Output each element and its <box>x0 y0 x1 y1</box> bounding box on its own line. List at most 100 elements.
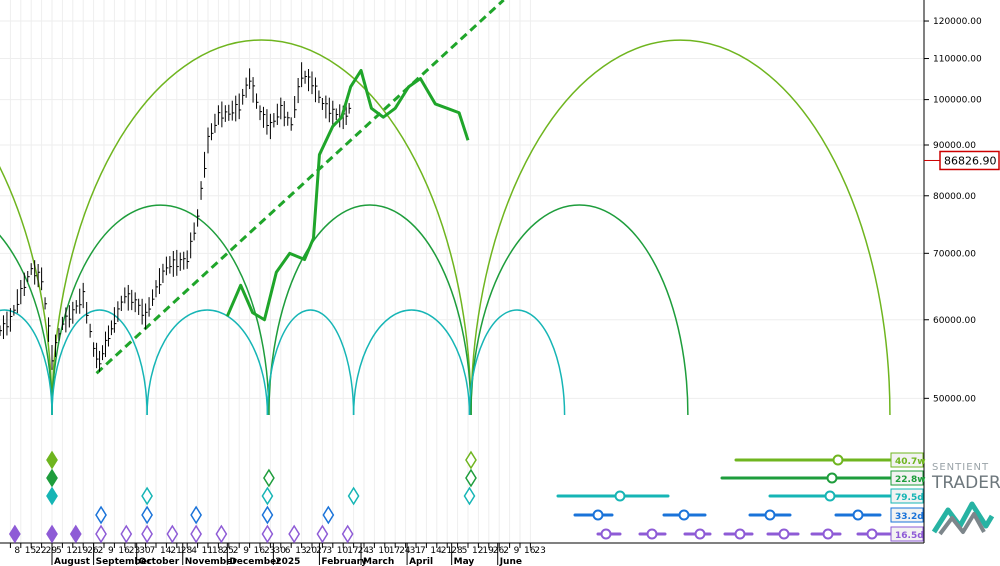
x-tick-label: 5 <box>56 546 62 556</box>
cycle-arc <box>0 234 53 416</box>
cycle-arc <box>0 166 53 416</box>
x-tick-label: 16 <box>254 546 266 556</box>
cycle-arc <box>268 204 472 416</box>
price-bars <box>0 62 352 372</box>
x-tick-label: 19 <box>77 546 89 556</box>
brand-logo: SENTIENT TRADER <box>928 460 1000 540</box>
legend-box <box>890 507 924 523</box>
trough-diamond <box>341 524 354 544</box>
x-tick-label: 24 <box>399 546 411 556</box>
y-tick-label: 80000.00 <box>933 192 976 202</box>
trough-diamond <box>463 486 476 506</box>
projection-line <box>225 68 470 322</box>
x-tick-label: 14 <box>430 546 442 556</box>
x-tick-label: 31 <box>410 546 421 556</box>
cycle-arc <box>51 309 148 416</box>
trough-diamond <box>46 468 58 488</box>
month-label: May <box>454 557 475 566</box>
x-tick-label: 28 <box>181 546 193 556</box>
x-tick-label: 13 <box>295 546 306 556</box>
phase-marker <box>832 454 844 466</box>
cycle-arc <box>470 39 891 416</box>
trough-diamond <box>46 486 58 506</box>
month-label: 2025 <box>275 557 300 566</box>
trough-diamond <box>288 524 301 544</box>
phase-marker <box>822 528 834 540</box>
trough-diamond <box>190 524 202 544</box>
trough-diamond <box>261 486 274 506</box>
trough-markers <box>8 450 477 544</box>
last-price-label: 86826.90 <box>944 154 997 167</box>
y-tick-label: 110000.00 <box>933 55 982 65</box>
legend-label: 16.5d <box>895 531 924 541</box>
legend-box <box>890 526 924 542</box>
x-tick-label: 19 <box>482 546 494 556</box>
cycle-arcs <box>0 39 891 416</box>
cycle-phase-bands: 40.7w 22.8w 79.5d 33.2d 16.5d <box>556 452 926 542</box>
x-tick-label: 21 <box>170 546 181 556</box>
x-tick-label: 14 <box>160 546 172 556</box>
month-label: February <box>321 557 367 566</box>
phase-marker <box>694 528 706 540</box>
brand-line1: SENTIENT <box>932 462 990 473</box>
x-tick-label: 10 <box>378 546 390 556</box>
legend-label: 22.8w <box>895 475 926 485</box>
cycle-arc <box>0 309 53 416</box>
x-tick-label: 22 <box>35 546 46 556</box>
x-tick-label: 9 <box>514 546 520 556</box>
x-tick-label: 9 <box>243 546 249 556</box>
phase-marker <box>866 528 878 540</box>
legend-box <box>890 488 924 504</box>
x-tick-label: 18 <box>212 546 224 556</box>
x-tick-label: 3 <box>368 546 374 556</box>
legend-label: 79.5d <box>895 493 924 503</box>
phase-marker <box>826 472 838 484</box>
cycle-arc <box>266 309 355 416</box>
phase-marker <box>646 528 658 540</box>
x-tick-label: 6 <box>285 546 291 556</box>
trough-diamond <box>141 486 153 506</box>
trough-diamond <box>263 468 275 488</box>
phase-marker <box>600 528 612 540</box>
y-tick-label: 90000.00 <box>933 141 976 151</box>
x-tick-label: 7 <box>420 546 426 556</box>
x-tick-label: 23 <box>129 546 140 556</box>
x-tick-label: 17 <box>347 546 358 556</box>
trough-diamond <box>465 468 477 488</box>
x-tick-label: 17 <box>389 546 400 556</box>
month-label: October <box>139 557 180 566</box>
y-tick-label: 60000.00 <box>933 316 976 326</box>
phase-marker <box>734 528 746 540</box>
x-tick-label: 28 <box>451 546 463 556</box>
trough-diamond <box>190 505 202 525</box>
cycle-arc <box>468 309 566 416</box>
x-tick-label: 4 <box>191 546 197 556</box>
y-tick-label: 70000.00 <box>933 249 976 259</box>
trough-diamond <box>465 450 477 470</box>
x-tick-label: 20 <box>306 546 318 556</box>
trough-diamond <box>215 524 228 544</box>
x-tick-label: 24 <box>358 546 370 556</box>
legend-box <box>890 452 924 468</box>
y-tick-label: 100000.00 <box>933 96 982 106</box>
trough-diamond <box>261 505 274 525</box>
trendline-line <box>95 0 505 375</box>
trough-diamond <box>347 486 360 506</box>
trough-diamond <box>141 524 153 544</box>
phase-marker <box>824 490 836 502</box>
phase-marker <box>592 509 604 521</box>
month-label: August <box>54 557 91 566</box>
cycle-arc <box>146 309 269 416</box>
trough-diamond <box>69 524 82 544</box>
trough-diamond <box>95 524 107 544</box>
phase-marker <box>778 528 790 540</box>
x-tick-label: 11 <box>202 546 213 556</box>
x-tick-label: 29 <box>46 546 58 556</box>
x-tick-label: 12 <box>472 546 483 556</box>
x-tick-label: 3 <box>326 546 332 556</box>
x-tick-label: 2 <box>503 546 509 556</box>
grid <box>0 0 924 543</box>
x-tick-label: 26 <box>87 546 99 556</box>
